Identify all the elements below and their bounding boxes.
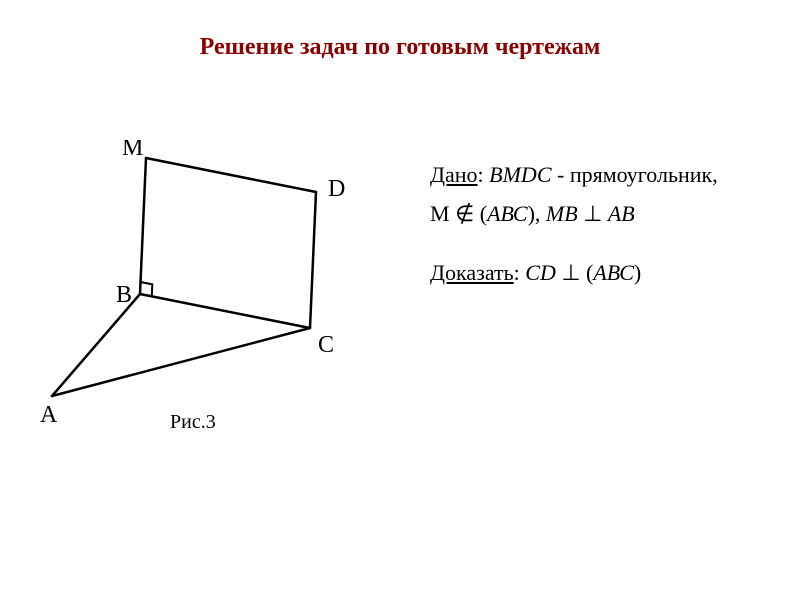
svg-text:D: D [328, 176, 345, 202]
title-text: Решение задач по готовым чертежам [200, 34, 601, 60]
given-label: Дано [430, 162, 478, 187]
svg-text:B: B [116, 282, 132, 308]
svg-text:A: A [40, 402, 58, 428]
svg-text:C: C [318, 332, 334, 358]
given-block: Дано: ВМDC - прямоугольник, [430, 160, 770, 191]
prove-block: Доказать: CD ⊥ (АВС) [430, 258, 770, 289]
page-title: Решение задач по готовым чертежам [0, 34, 800, 61]
geometry-diagram: M D B C A Рис.3 [40, 140, 380, 440]
problem-text: Дано: ВМDC - прямоугольник, М ∉ (АВС), М… [430, 160, 770, 288]
given-line2: М ∉ (АВС), МВ ⊥ АВ [430, 199, 770, 230]
svg-text:Рис.3: Рис.3 [170, 411, 216, 433]
prove-label: Доказать [430, 260, 514, 285]
svg-text:M: M [122, 140, 143, 161]
